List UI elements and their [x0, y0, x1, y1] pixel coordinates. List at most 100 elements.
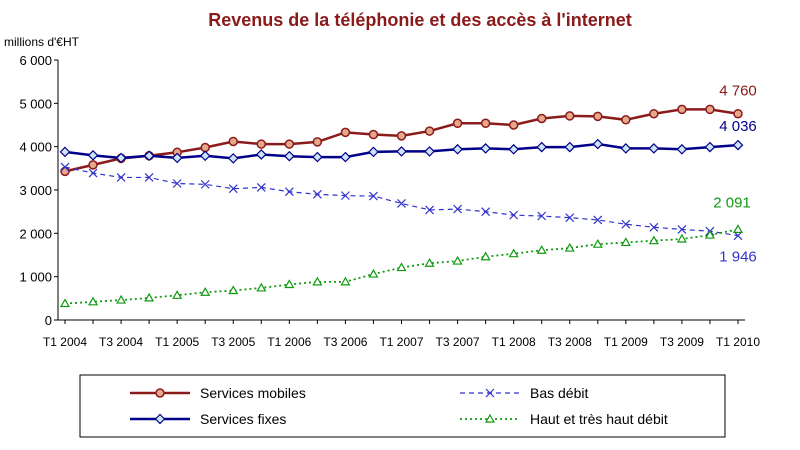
data-point [60, 166, 70, 177]
data-point [565, 111, 575, 121]
data-point [312, 189, 322, 199]
data-point [144, 292, 155, 302]
y-tick-label: 2 000 [19, 226, 52, 241]
data-point [620, 143, 632, 154]
x-tick-label: T1 2006 [267, 335, 311, 349]
data-point [59, 146, 71, 158]
y-tick-label: 6 000 [19, 53, 52, 68]
data-point [155, 388, 165, 398]
data-point [368, 268, 379, 278]
data-point [144, 173, 154, 182]
series-services-fixes [59, 138, 744, 164]
legend-item: Services fixes [130, 411, 286, 427]
data-point [480, 118, 491, 129]
data-point [228, 136, 238, 147]
legend-item: Bas débit [460, 385, 588, 401]
chart-title: Revenus de la téléphonie et des accès à … [208, 10, 631, 30]
x-tick-label: T3 2006 [323, 335, 367, 349]
data-point [60, 162, 70, 172]
x-tick-label: T1 2009 [604, 335, 648, 349]
data-point [593, 111, 603, 122]
data-point [88, 160, 98, 170]
data-point [536, 245, 547, 254]
legend: Services mobiles Services fixes Bas débit H… [79, 374, 726, 438]
data-point [732, 224, 744, 233]
data-point [200, 287, 211, 296]
y-tick-label: 5 000 [19, 96, 52, 111]
data-point [592, 238, 603, 248]
data-point [564, 242, 575, 252]
data-point [312, 276, 323, 286]
data-point [172, 290, 183, 299]
data-point [733, 108, 743, 119]
data-point [396, 262, 407, 272]
y-tick-label: 3 000 [19, 183, 52, 198]
series-bas-d-bit [60, 162, 743, 241]
data-point [649, 222, 659, 232]
data-point [648, 235, 659, 245]
data-point [676, 233, 687, 243]
data-point [676, 143, 688, 155]
legend-label: Services mobiles [200, 385, 306, 401]
x-tick-label: T1 2007 [379, 335, 423, 349]
data-point [536, 113, 547, 124]
data-point [565, 213, 575, 223]
data-point [172, 179, 182, 188]
x-tick-label: T1 2008 [492, 335, 536, 349]
x-tick-label: T1 2010 [716, 335, 760, 349]
data-point [284, 279, 295, 289]
data-point [312, 137, 323, 147]
data-point [733, 231, 743, 241]
data-point [312, 151, 323, 163]
data-point [368, 146, 379, 158]
data-point [256, 139, 267, 149]
series-line [64, 166, 739, 237]
data-point [199, 150, 211, 162]
data-point [677, 225, 687, 234]
data-point [648, 143, 660, 154]
data-point [732, 139, 744, 151]
data-point [508, 248, 519, 258]
data-point [452, 143, 463, 155]
data-point [649, 108, 659, 119]
series-end-label: 1 946 [719, 249, 757, 266]
y-tick-label: 1 000 [19, 270, 52, 285]
series-end-label: 2 091 [713, 194, 751, 211]
axes: 0 1 000 2 000 3 000 4 000 5 000 6 000 T1 2004 T3… [19, 53, 760, 349]
series-services-mobiles [60, 104, 743, 177]
y-axis-label: millions d'€HT [4, 35, 80, 49]
end-labels: 4 760 4 036 1 946 2 091 [713, 83, 757, 266]
legend-label: Bas débit [530, 385, 588, 401]
data-point [620, 237, 631, 247]
data-point [396, 131, 407, 141]
series-end-label: 4 036 [719, 118, 757, 135]
legend-item: Haut et très haut débit [460, 411, 668, 427]
data-point [171, 152, 183, 164]
data-point [340, 191, 350, 201]
data-point [508, 120, 519, 130]
data-point [677, 104, 687, 115]
data-point [424, 258, 435, 267]
data-point [154, 413, 166, 425]
data-point [256, 282, 267, 292]
legend-label: Haut et très haut débit [530, 411, 668, 427]
data-point [621, 219, 631, 229]
data-point [284, 139, 295, 149]
data-point [200, 142, 210, 153]
x-tick-label: T3 2009 [660, 335, 704, 349]
data-point [116, 173, 126, 182]
data-point [509, 210, 519, 220]
data-point [200, 179, 210, 189]
data-point [452, 118, 463, 129]
data-point [59, 298, 71, 308]
x-tick-label: T1 2004 [43, 335, 87, 349]
legend-items: Services mobiles Services fixes Bas débit H… [130, 385, 668, 427]
data-point [621, 115, 631, 125]
x-tick-label: T3 2004 [99, 335, 143, 349]
data-point [508, 143, 520, 155]
data-point [480, 143, 491, 154]
data-point [228, 184, 238, 194]
y-tick-label: 0 [45, 313, 52, 328]
data-point [340, 276, 351, 286]
